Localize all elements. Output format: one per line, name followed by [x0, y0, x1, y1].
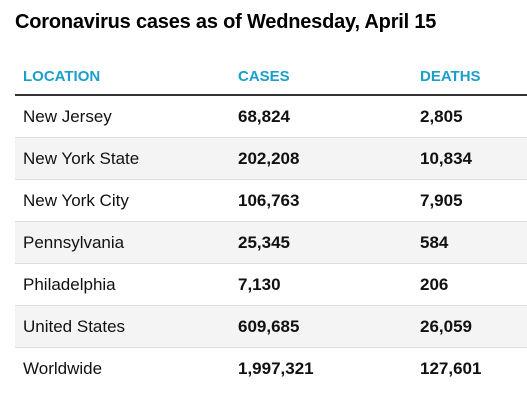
cases-cell: 25,345	[238, 233, 290, 252]
column-header-deaths: DEATHS	[420, 68, 481, 85]
location-cell: Worldwide	[23, 359, 103, 378]
location-cell: Philadelphia	[23, 275, 116, 294]
location-cell: New Jersey	[23, 107, 112, 126]
cases-cell: 7,130	[238, 275, 281, 294]
location-cell: New York City	[23, 191, 129, 210]
deaths-cell: 7,905	[420, 191, 463, 210]
deaths-cell: 26,059	[420, 317, 472, 336]
cases-cell: 68,824	[238, 107, 290, 126]
table-row: New Jersey 68,824 2,805	[15, 96, 527, 138]
cases-cell: 609,685	[238, 317, 300, 336]
cases-cell: 202,208	[238, 149, 300, 168]
deaths-cell: 584	[420, 233, 449, 252]
column-header-cases: CASES	[238, 68, 290, 85]
table-body: New Jersey 68,824 2,805 New York State 202,2…	[15, 96, 527, 390]
deaths-cell: 2,805	[420, 107, 463, 126]
column-header-location: LOCATION	[23, 68, 101, 85]
table-row: New York State 202,208 10,834	[15, 138, 527, 180]
table-row: Pennsylvania 25,345 584	[15, 222, 527, 264]
table-row: Worldwide 1,997,321 127,601	[15, 348, 527, 390]
cases-cell: 106,763	[238, 191, 300, 210]
location-cell: New York State	[23, 149, 140, 168]
deaths-cell: 10,834	[420, 149, 472, 168]
table-row: Philadelphia 7,130 206	[15, 264, 527, 306]
location-cell: Pennsylvania	[23, 233, 125, 252]
table-row: New York City 106,763 7,905	[15, 180, 527, 222]
chart-title: Coronavirus cases as of Wednesday, April…	[15, 11, 437, 33]
location-cell: United States	[23, 317, 126, 336]
cases-cell: 1,997,321	[238, 359, 314, 378]
table-row: United States 609,685 26,059	[15, 306, 527, 348]
deaths-cell: 127,601	[420, 359, 482, 378]
deaths-cell: 206	[420, 275, 449, 294]
cases-table: LOCATION CASES DEATHS New Jersey 68,824 2,…	[15, 60, 527, 390]
table-header-row: LOCATION CASES DEATHS	[15, 60, 527, 96]
